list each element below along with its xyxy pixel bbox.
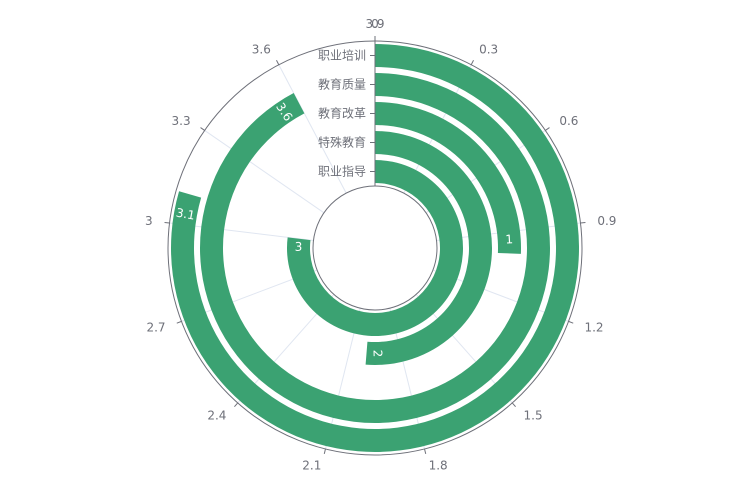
tick-label: 0.3	[479, 43, 498, 57]
tick-label: 2.7	[146, 320, 165, 334]
category-label: 教育质量	[318, 77, 366, 92]
bar[interactable]	[365, 131, 493, 365]
tick-label: 0	[371, 17, 379, 31]
grid-line	[278, 64, 347, 194]
data-label: 2	[370, 349, 384, 357]
tick-label: 3.6	[252, 43, 271, 57]
tick-label: 2.4	[207, 409, 226, 423]
tick-mark	[176, 320, 182, 324]
radius-axis: 职业指导 特殊教育 教育改革 教育质量 职业培训	[318, 41, 376, 186]
bar[interactable]	[375, 102, 521, 254]
grid-line	[204, 129, 325, 214]
inner-circle	[312, 185, 438, 311]
tick-mark	[323, 448, 326, 454]
tick-mark	[276, 60, 280, 65]
tick-mark	[545, 127, 550, 131]
data-label: 3	[295, 240, 303, 254]
tick-mark	[200, 127, 205, 131]
category-label: 教育改革	[318, 106, 366, 121]
category-label: 职业指导	[318, 164, 366, 179]
tick-label: 1.5	[524, 409, 543, 423]
tick-label: 3.9	[365, 17, 384, 31]
tick-label: 2.1	[302, 458, 321, 472]
tick-mark	[470, 60, 474, 65]
tick-mark	[568, 320, 574, 324]
tick-label: 0.6	[559, 114, 578, 128]
tick-label: 0.9	[597, 214, 616, 228]
angle-axis: 0 0.3 0.6 0.9 1.2 1.5 1.8 2.1 2.4 2.7 3 3.3 3.6 3.9	[145, 17, 616, 472]
tick-label: 1.2	[584, 320, 603, 334]
tick-label: 1.8	[429, 458, 448, 472]
tick-label: 3.3	[172, 114, 191, 128]
category-label: 职业培训	[318, 48, 366, 63]
tick-mark	[164, 221, 170, 224]
tick-mark	[424, 448, 427, 454]
tick-label: 3	[145, 214, 153, 228]
bar-series	[171, 44, 580, 453]
data-label: 3.1	[175, 205, 196, 222]
tick-mark	[580, 221, 586, 224]
tick-mark	[511, 402, 516, 408]
category-label: 特殊教育	[318, 135, 366, 150]
tick-mark	[234, 402, 239, 408]
data-label: 1	[505, 232, 514, 246]
